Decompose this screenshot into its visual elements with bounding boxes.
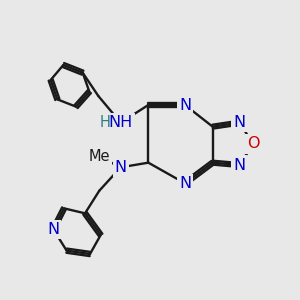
Text: O: O <box>247 136 260 152</box>
Text: N: N <box>233 158 245 172</box>
Text: N: N <box>233 115 245 130</box>
Text: N: N <box>179 176 191 191</box>
Text: N: N <box>47 222 59 237</box>
Text: N: N <box>179 98 191 112</box>
Text: NH: NH <box>109 115 133 130</box>
Text: Me: Me <box>88 149 110 164</box>
Text: N: N <box>115 160 127 175</box>
Text: H: H <box>100 115 110 130</box>
